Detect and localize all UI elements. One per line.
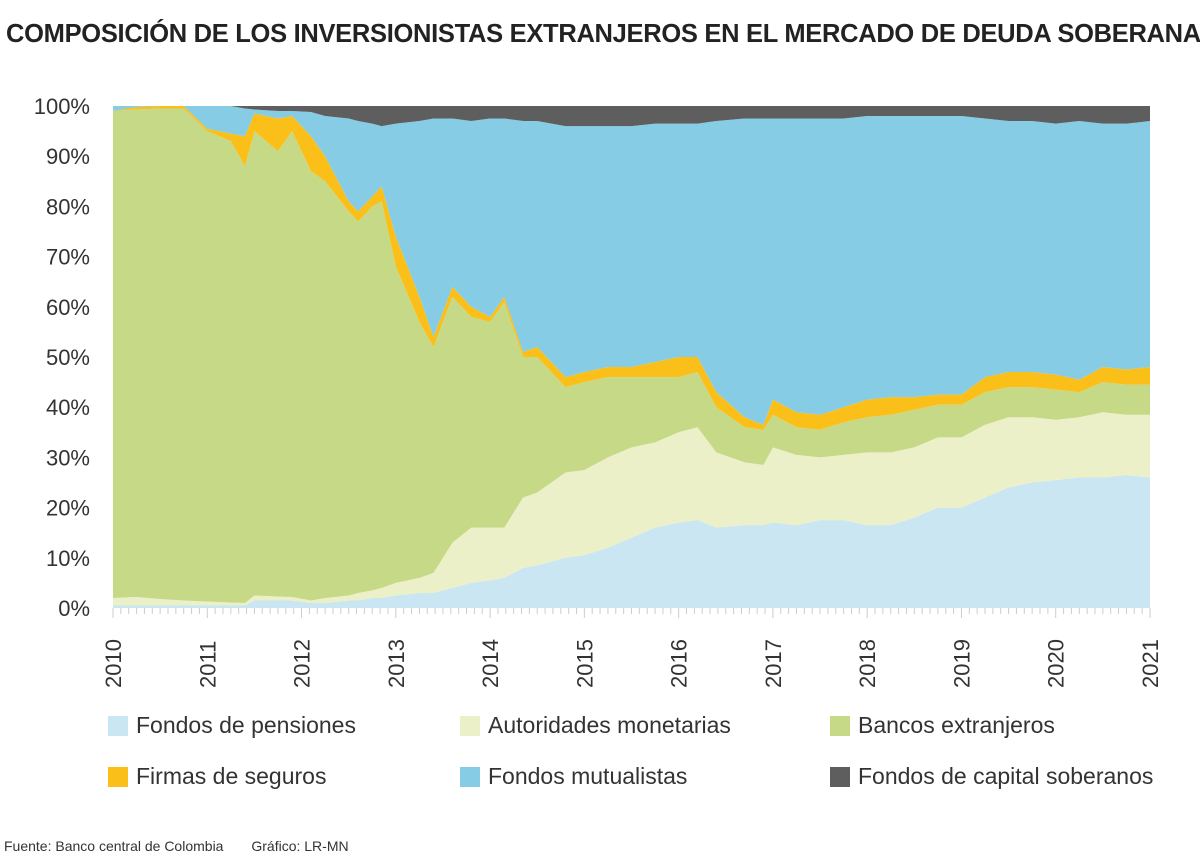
chart-title: COMPOSICIÓN DE LOS INVERSIONISTAS EXTRAN… bbox=[6, 20, 1200, 48]
legend-swatch bbox=[108, 766, 128, 787]
area-fondos-de-capital-soberanos bbox=[113, 106, 1150, 127]
y-tick-label: 60% bbox=[46, 295, 90, 320]
areas bbox=[113, 106, 1150, 608]
credit-note: Gráfico: LR-MN bbox=[251, 838, 349, 854]
legend-item: Autoridades monetarias bbox=[460, 712, 731, 739]
x-tick-label: 2014 bbox=[478, 639, 503, 688]
x-tick-marks bbox=[112, 608, 1151, 618]
x-axis-labels: 2010 2011 2012 2013 2014 2015 2016 2017 2018 2019… bbox=[101, 639, 1163, 688]
source-note: Fuente: Banco central de Colombia bbox=[4, 838, 224, 854]
legend-item: Fondos mutualistas bbox=[460, 763, 687, 790]
y-tick-label: 50% bbox=[46, 345, 90, 370]
y-tick-label: 100% bbox=[34, 94, 90, 119]
x-tick-label: 2020 bbox=[1044, 639, 1069, 688]
legend-label: Fondos de pensiones bbox=[136, 712, 356, 738]
legend-item: Fondos de capital soberanos bbox=[830, 763, 1153, 790]
y-tick-label: 0% bbox=[58, 596, 90, 621]
legend-label: Bancos extranjeros bbox=[858, 712, 1055, 738]
legend-label: Fondos de capital soberanos bbox=[858, 763, 1154, 789]
legend-swatch bbox=[830, 715, 850, 736]
legend-label: Firmas de seguros bbox=[136, 763, 327, 789]
y-axis-labels: 0% 10% 20% 30% 40% 50% 60% 70% 80% 90% 100% bbox=[34, 94, 90, 621]
x-tick-label: 2017 bbox=[761, 639, 786, 688]
area-fondos-mutualistas bbox=[113, 106, 1150, 425]
legend-label: Fondos mutualistas bbox=[488, 763, 688, 789]
x-tick-label: 2010 bbox=[101, 639, 126, 688]
area-fondos-de-pensiones bbox=[113, 474, 1150, 608]
y-tick-label: 20% bbox=[46, 496, 90, 521]
area-autoridades-monetarias bbox=[113, 412, 1150, 606]
y-tick-label: 30% bbox=[46, 445, 90, 470]
legend-label: Autoridades monetarias bbox=[488, 712, 731, 738]
x-tick-label: 2011 bbox=[195, 641, 220, 688]
legend-swatch bbox=[830, 766, 850, 787]
y-tick-label: 80% bbox=[46, 194, 90, 219]
x-tick-label: 2013 bbox=[384, 639, 409, 688]
y-tick-label: 40% bbox=[46, 395, 90, 420]
x-tick-label: 2012 bbox=[290, 639, 315, 688]
legend-swatch bbox=[460, 715, 480, 736]
x-tick-label: 2015 bbox=[572, 639, 597, 688]
y-tick-label: 90% bbox=[46, 144, 90, 169]
legend-swatch bbox=[460, 766, 480, 787]
footer: Fuente: Banco central de Colombia Gráfic… bbox=[4, 838, 373, 854]
x-tick-label: 2016 bbox=[667, 639, 692, 688]
y-tick-label: 10% bbox=[46, 546, 90, 571]
x-tick-label: 2021 bbox=[1138, 639, 1163, 688]
legend-item: Firmas de seguros bbox=[108, 763, 326, 790]
legend-item: Fondos de pensiones bbox=[108, 712, 356, 739]
legend-item: Bancos extranjeros bbox=[830, 712, 1055, 739]
x-tick-label: 2019 bbox=[949, 639, 974, 688]
y-tick-label: 70% bbox=[46, 245, 90, 270]
legend-swatch bbox=[108, 715, 128, 736]
x-tick-label: 2018 bbox=[855, 639, 880, 688]
area-bancos-extranjeros bbox=[113, 108, 1150, 603]
